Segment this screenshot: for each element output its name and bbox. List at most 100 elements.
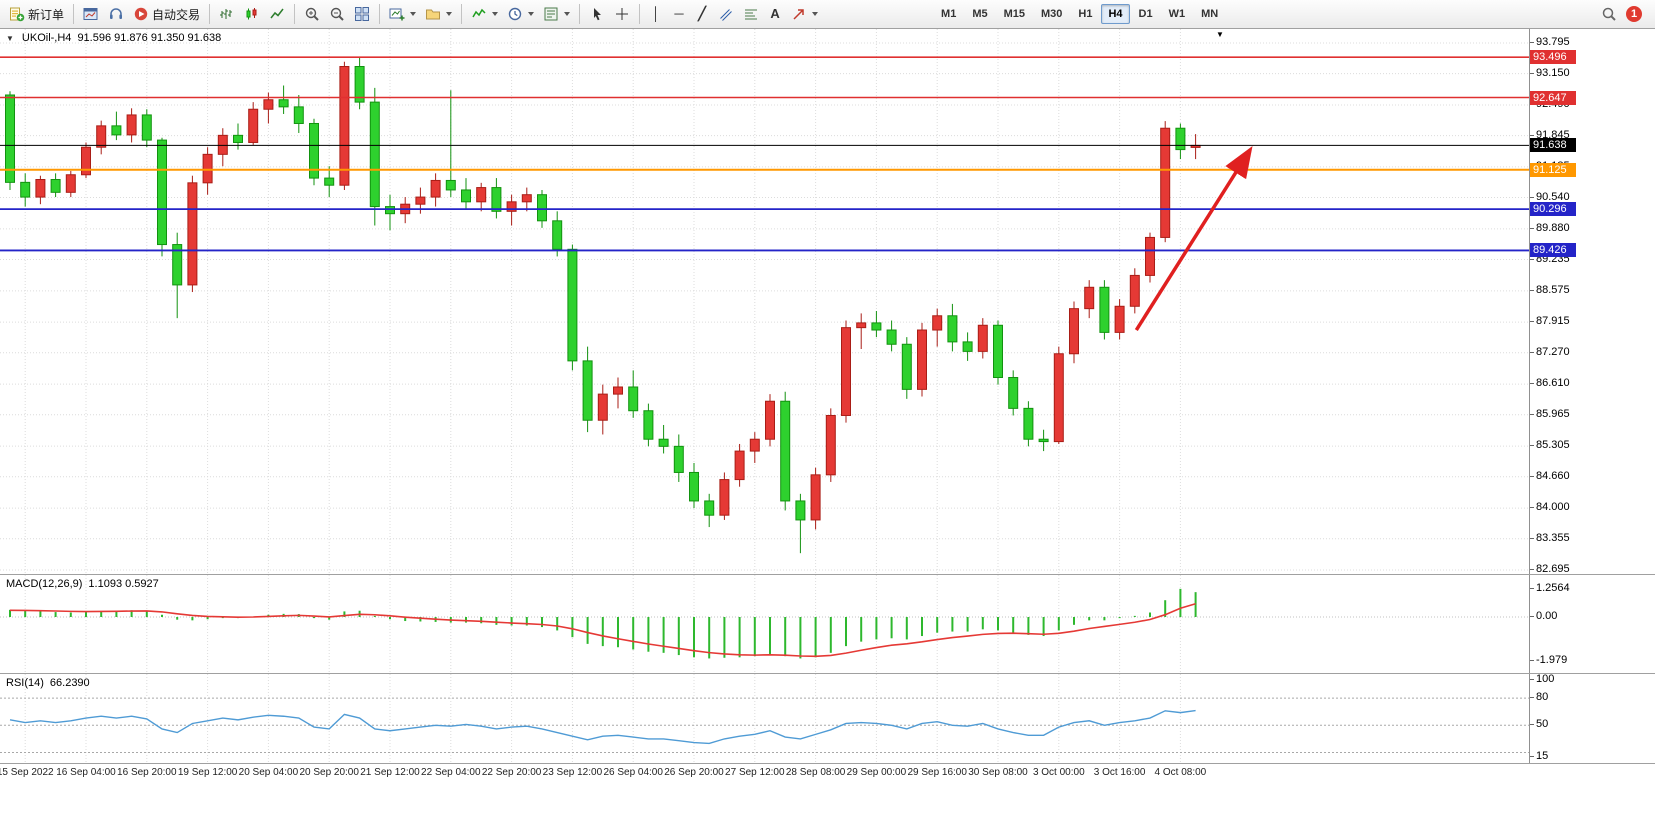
rsi-axis[interactable]: 100 80 50 15	[1529, 673, 1655, 763]
timeframe-h1[interactable]: H1	[1078, 8, 1093, 20]
zoom-in-icon	[305, 7, 319, 21]
window-footer	[0, 782, 1655, 828]
toolbar-separator	[294, 4, 296, 24]
time-axis[interactable]: 15 Sep 2022 16 Sep 04:00 16 Sep 20:00 19 Se…	[0, 763, 1655, 782]
rsi-tick-label: 100	[1529, 673, 1555, 685]
periods-button[interactable]	[503, 2, 538, 26]
templates-button[interactable]	[539, 2, 574, 26]
line-chart-button[interactable]	[265, 2, 289, 26]
time-axis-label: 16 Sep 04:00	[56, 767, 116, 778]
price-tick-label: 86.610	[1530, 377, 1570, 390]
timeframe-m15[interactable]: M15	[1003, 8, 1025, 20]
horizontal-line-icon: ─	[674, 6, 684, 21]
price-panel: ▼ UKOil-,H4 91.596 91.876 91.350 91.638 …	[0, 29, 1655, 575]
price-level-box: 91.638	[1530, 138, 1576, 153]
toolbar-separator	[209, 4, 211, 24]
price-tick-label: 84.000	[1530, 501, 1570, 514]
price-tick-label: 93.150	[1530, 66, 1570, 79]
search-button[interactable]	[1597, 2, 1621, 26]
horizontal-lines	[0, 56, 1529, 252]
indicators-button[interactable]	[467, 2, 502, 26]
chart-shift-marker[interactable]: ▼	[1216, 30, 1224, 39]
toolbar-separator	[639, 4, 641, 24]
channel-button[interactable]	[714, 2, 738, 26]
market-watch-button[interactable]	[104, 2, 128, 26]
zoom-out-button[interactable]	[325, 2, 349, 26]
chart-grid	[0, 29, 1529, 574]
price-tick-label: 84.660	[1530, 469, 1570, 482]
folder-icon	[426, 9, 441, 20]
timeframe-m1[interactable]: M1	[941, 8, 957, 20]
rsi-line	[9, 709, 1196, 745]
time-axis-label: 16 Sep 20:00	[117, 767, 177, 778]
profiles-button[interactable]	[421, 2, 456, 26]
zoom-out-icon	[330, 7, 344, 21]
macd-title: MACD(12,26,9) 1.1093 0.5927	[6, 578, 159, 590]
price-level-box: 92.647	[1530, 90, 1576, 105]
bars-chart-button[interactable]	[215, 2, 239, 26]
time-axis-label: 26 Sep 20:00	[664, 767, 724, 778]
time-axis-label: 21 Sep 12:00	[360, 767, 420, 778]
price-tick-label: 88.575	[1530, 283, 1570, 296]
time-axis-label: 30 Sep 08:00	[968, 767, 1028, 778]
timeframe-m5[interactable]: M5	[972, 8, 988, 20]
autotrading-button[interactable]: 自动交易	[129, 2, 204, 26]
timeframe-group: M1 M5 M15 M30 H1 H4 D1 W1 MN	[934, 4, 1225, 24]
timeframe-d1[interactable]: D1	[1138, 8, 1153, 20]
arrows-tool-button[interactable]	[787, 2, 822, 26]
trendline-button[interactable]: ╱	[691, 2, 713, 26]
rsi-grid	[0, 674, 1529, 763]
crosshair-button[interactable]	[610, 2, 634, 26]
price-chart-canvas[interactable]	[0, 29, 1529, 574]
horizontal-line-button[interactable]: ─	[668, 2, 690, 26]
price-axis[interactable]: 93.79593.15092.49091.84591.18590.54089.8…	[1529, 29, 1655, 575]
macd-grid	[0, 575, 1529, 673]
autotrading-label: 自动交易	[152, 7, 201, 22]
tile-windows-button[interactable]	[350, 2, 374, 26]
timeframe-w1[interactable]: W1	[1168, 8, 1186, 20]
timeframe-m30[interactable]: M30	[1041, 8, 1063, 20]
time-axis-label: 23 Sep 12:00	[542, 767, 603, 778]
chevron-down-icon	[446, 12, 453, 16]
rsi-panel: RSI(14) 66.2390 100 80 50 15	[0, 673, 1655, 763]
candles	[5, 57, 1201, 554]
price-tick-label: 91.845	[1530, 128, 1570, 141]
timeframe-mn[interactable]: MN	[1201, 8, 1219, 20]
time-axis-label: 20 Sep 04:00	[238, 767, 299, 778]
autotrading-icon	[134, 7, 148, 21]
vertical-line-button[interactable]: │	[645, 2, 667, 26]
fibonacci-button[interactable]	[739, 2, 763, 26]
cursor-button[interactable]	[585, 2, 609, 26]
new-chart-button[interactable]	[385, 2, 420, 26]
search-icon	[1602, 7, 1616, 21]
candlestick-chart-button[interactable]	[240, 2, 264, 26]
price-tick-label: 87.915	[1530, 315, 1570, 328]
toolbar-separator	[73, 4, 75, 24]
channel-icon	[720, 9, 732, 21]
chart-window-button[interactable]	[79, 2, 103, 26]
macd-axis[interactable]: 1.2564 0.00 -1.979	[1529, 575, 1655, 673]
new-order-button[interactable]: 新订单	[5, 2, 68, 26]
rsi-title: RSI(14) 66.2390	[6, 677, 90, 689]
time-axis-label: 28 Sep 08:00	[785, 767, 846, 778]
timeframe-h4[interactable]: H4	[1101, 4, 1130, 24]
templates-icon	[544, 7, 558, 21]
chart-symbol-timeframe: UKOil-,H4	[21, 32, 72, 44]
rsi-tick-label: 80	[1529, 691, 1549, 704]
zoom-in-button[interactable]	[300, 2, 324, 26]
candlestick-chart-icon	[246, 8, 257, 20]
indicators-icon	[472, 8, 486, 18]
price-tick-label: 93.795	[1530, 36, 1570, 48]
new-order-label: 新订单	[28, 7, 65, 22]
price-tick-label: 90.540	[1530, 190, 1570, 203]
main-toolbar: 新订单 自动交易	[0, 0, 1655, 29]
rsi-canvas[interactable]	[0, 674, 1529, 763]
bars-chart-icon	[220, 9, 233, 19]
collapse-icon[interactable]: ▼	[6, 33, 14, 43]
macd-tick-label: -1.979	[1529, 654, 1568, 667]
cursor-icon	[594, 8, 602, 21]
text-tool-icon: A	[770, 6, 780, 21]
text-tool-button[interactable]: A	[764, 2, 786, 26]
macd-canvas[interactable]	[0, 575, 1529, 673]
notification-badge[interactable]: 1	[1626, 6, 1642, 22]
